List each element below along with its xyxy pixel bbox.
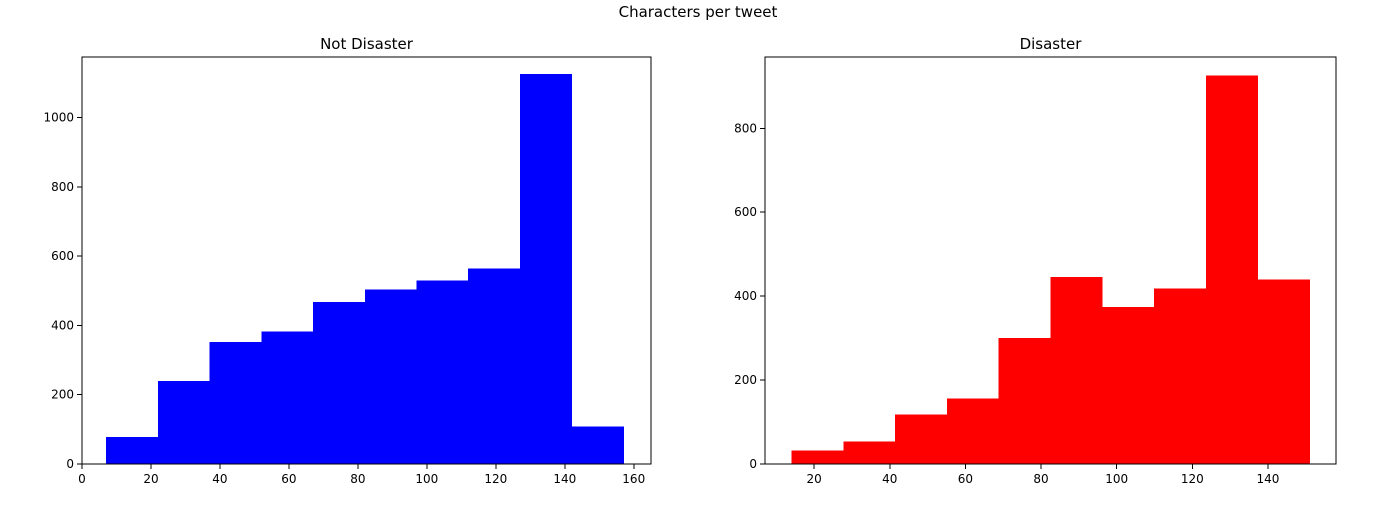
axes-frame [81, 56, 652, 465]
histogram-bar [313, 301, 366, 464]
x-tick-label: 120 [1181, 472, 1204, 486]
x-tick-label: 60 [958, 472, 973, 486]
histogram-bar [1257, 279, 1310, 464]
y-tick-label: 800 [51, 180, 74, 194]
histogram-bar [416, 280, 469, 464]
histogram-bar [157, 380, 210, 464]
histogram-bar [1050, 276, 1103, 464]
histogram-bar [946, 398, 1000, 464]
y-tick-label: 400 [734, 289, 757, 303]
x-tick-label: 120 [484, 472, 507, 486]
histogram-bar [1102, 307, 1155, 464]
y-tick-label: 0 [749, 457, 757, 471]
subplot-title: Disaster [1020, 35, 1083, 53]
histogram-bar [261, 331, 314, 464]
x-tick-label: 40 [212, 472, 227, 486]
y-tick-label: 600 [734, 205, 757, 219]
histogram-bar [209, 342, 262, 464]
y-tick-label: 400 [51, 318, 74, 332]
y-tick-label: 800 [734, 121, 757, 135]
histogram-bar [895, 414, 948, 464]
x-tick-label: 140 [1256, 472, 1279, 486]
x-tick-label: 40 [882, 472, 897, 486]
histogram-bar [106, 436, 159, 464]
x-tick-label: 160 [622, 472, 645, 486]
x-tick-label: 140 [553, 472, 576, 486]
subplot-not-disaster: Not Disaster 0 20 40 60 80 100 120 140 160 0 200 400… [43, 35, 652, 486]
x-tick-label: 80 [350, 472, 365, 486]
histogram-bar [998, 338, 1051, 464]
x-tick-label: 0 [78, 472, 86, 486]
histogram-bar [791, 450, 844, 464]
x-tick-label: 60 [281, 472, 296, 486]
x-tick-label: 100 [415, 472, 438, 486]
x-tick-label: 20 [807, 472, 822, 486]
histogram-bar [468, 268, 521, 464]
x-tick-label: 80 [1033, 472, 1048, 486]
axes-frame [764, 56, 1337, 465]
y-tick-label: 0 [66, 457, 74, 471]
histogram-bar [1154, 288, 1207, 464]
y-tick-label: 200 [734, 373, 757, 387]
histogram-bar [364, 289, 417, 464]
subplot-disaster: Disaster 20 40 60 80 100 120 140 0 200 400 600 800 [734, 35, 1337, 486]
figure-suptitle: Characters per tweet [618, 3, 778, 21]
histogram-bar [843, 441, 896, 464]
histogram-bar [1205, 75, 1259, 464]
y-tick-label: 200 [51, 388, 74, 402]
x-tick-label: 20 [143, 472, 158, 486]
histogram-bar [571, 426, 624, 464]
histogram-bar [519, 73, 573, 464]
subplot-title: Not Disaster [320, 35, 414, 53]
x-tick-label: 100 [1105, 472, 1128, 486]
y-tick-label: 1000 [43, 111, 74, 125]
y-tick-label: 600 [51, 249, 74, 263]
